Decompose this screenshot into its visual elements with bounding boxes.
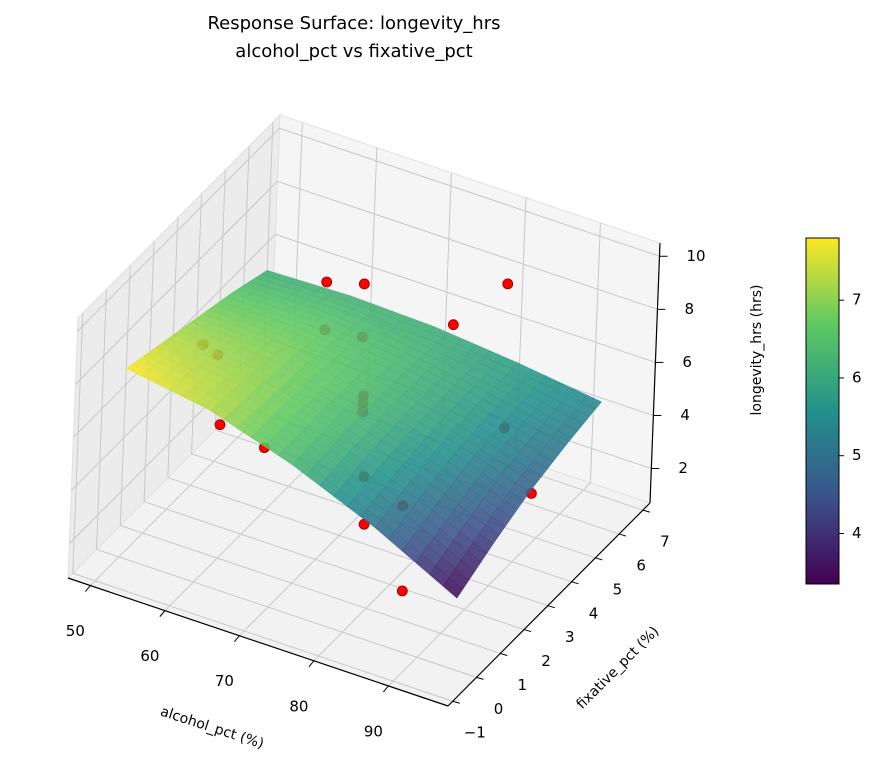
tick-mark — [595, 557, 603, 561]
tick-mark — [618, 533, 627, 537]
tick-mark — [159, 610, 166, 617]
grid-line — [72, 572, 453, 702]
y-tick-label: 0 — [494, 700, 504, 718]
x-tick-label: 70 — [215, 672, 234, 690]
z-tick-label: 6 — [682, 353, 692, 371]
points — [321, 276, 514, 331]
tick-mark — [642, 509, 651, 513]
y-tick-label: −1 — [464, 724, 486, 742]
z-tick-label: 2 — [678, 459, 688, 477]
grid-line — [167, 477, 548, 607]
data-point — [358, 278, 370, 290]
tick-mark — [383, 685, 389, 693]
colorbar-gradient — [805, 237, 840, 585]
chart-subtitle: alcohol_pct vs fixative_pct — [235, 41, 472, 62]
tick-mark — [523, 629, 532, 633]
grid-line — [119, 265, 131, 526]
surface-patch — [442, 577, 464, 599]
grid-line — [388, 482, 591, 687]
z-tick-label: 10 — [686, 247, 705, 265]
tick-mark — [308, 660, 315, 668]
grid-line — [279, 127, 660, 257]
tick-mark — [84, 585, 91, 592]
z-tick-label: 8 — [684, 300, 694, 318]
z-axis-title: longevity_hrs (hrs) — [749, 285, 765, 416]
grid-line — [589, 222, 601, 483]
tick-mark — [233, 635, 240, 643]
grid-line — [96, 289, 108, 550]
y-tick-label: 7 — [660, 533, 670, 551]
data-point — [214, 419, 226, 431]
grid-line — [96, 548, 477, 678]
tick-mark — [571, 581, 579, 585]
colorbar-tick-label: 6 — [852, 368, 862, 386]
z-tick-label: 4 — [680, 406, 690, 424]
y-tick-label: 4 — [589, 604, 599, 622]
x-axis-line — [67, 577, 449, 707]
x-tick-label: 80 — [289, 697, 308, 715]
y-tick-label: 5 — [613, 580, 623, 598]
y-tick-label: 3 — [565, 628, 575, 646]
x-tick-label: 60 — [140, 647, 159, 665]
x-tick-label: 90 — [364, 722, 383, 740]
grid-line — [75, 180, 278, 385]
grid-line — [143, 501, 525, 631]
x-axis-title: alcohol_pct (%) — [158, 704, 265, 753]
grid-line — [77, 127, 280, 332]
colorbar-tick-label: 7 — [852, 291, 862, 309]
surface — [125, 270, 602, 599]
grid-line — [275, 233, 656, 363]
grid-line — [277, 180, 658, 310]
data-point — [321, 276, 333, 288]
tick-mark — [547, 605, 555, 609]
z-axis-line — [649, 242, 661, 504]
grid-line — [72, 313, 84, 574]
y-tick-label: 6 — [636, 557, 646, 575]
y-tick-label: 2 — [541, 652, 551, 670]
colorbar-tick-label: 5 — [852, 446, 862, 464]
colorbar: 4 5 6 7 — [805, 237, 862, 585]
grid-line — [120, 524, 501, 654]
colorbar-tick-label: 4 — [852, 524, 862, 542]
x-tick-label: 50 — [66, 622, 85, 640]
data-point — [502, 278, 514, 290]
tick-mark — [476, 676, 484, 680]
y-axis-title: fixative_pct (%) — [574, 624, 663, 713]
chart-title: Response Surface: longevity_hrs — [207, 13, 500, 34]
tick-mark — [452, 700, 460, 704]
data-point — [396, 585, 408, 597]
y-axis-line — [447, 502, 651, 707]
data-point — [447, 319, 459, 331]
y-tick-label: 1 — [518, 676, 528, 694]
tick-mark — [500, 652, 508, 656]
